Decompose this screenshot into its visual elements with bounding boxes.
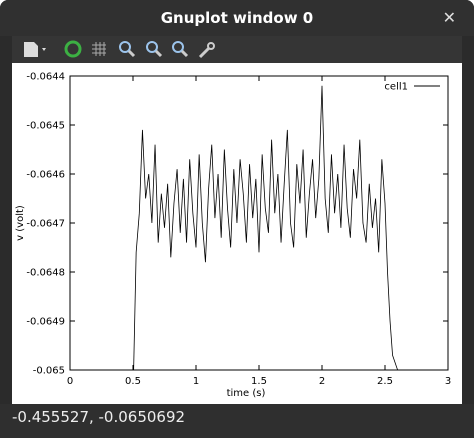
- y-tick-label: -0.0647: [26, 219, 65, 230]
- x-tick-label: 1.5: [251, 376, 267, 387]
- close-button[interactable]: ✕: [442, 8, 456, 27]
- y-tick-label: -0.0649: [26, 317, 65, 328]
- status-bar: -0.455527, -0.0650692: [0, 404, 474, 438]
- x-tick-label: 1: [193, 376, 199, 387]
- data-line: [70, 85, 448, 371]
- grid-button[interactable]: [92, 42, 106, 56]
- x-tick-label: 3: [445, 376, 451, 387]
- y-tick-label: -0.0646: [26, 170, 65, 181]
- y-tick-label: -0.065: [33, 366, 65, 377]
- y-tick-label: -0.0645: [26, 121, 65, 132]
- chart: time (s) v (volt) -0.065 -0.0649 -0.0648 -0…: [12, 63, 462, 404]
- x-tick-label: 0: [67, 376, 73, 387]
- legend-label: cell1: [384, 82, 408, 93]
- zoom-button[interactable]: [119, 41, 136, 58]
- plot-background: [12, 63, 462, 404]
- title-bar: Gnuplot window 0 ✕: [0, 0, 474, 36]
- replot-button[interactable]: [64, 40, 82, 58]
- y-tick-label: -0.0644: [26, 72, 65, 83]
- window-title: Gnuplot window 0: [160, 9, 314, 27]
- export-button[interactable]: [24, 42, 46, 57]
- toolbar: [12, 36, 462, 63]
- y-axis-label: v (volt): [15, 205, 26, 241]
- zoom-next-button[interactable]: [172, 41, 189, 58]
- x-tick-label: 0.5: [125, 376, 141, 387]
- status-text: -0.455527, -0.0650692: [12, 408, 186, 426]
- x-tick-label: 2.5: [377, 376, 393, 387]
- plot-border: [69, 75, 449, 371]
- x-tick-label: 2: [319, 376, 325, 387]
- zoom-prev-button[interactable]: [146, 41, 163, 58]
- y-tick-label: -0.0648: [26, 268, 65, 279]
- x-axis-label: time (s): [227, 388, 266, 399]
- settings-button[interactable]: [198, 42, 215, 59]
